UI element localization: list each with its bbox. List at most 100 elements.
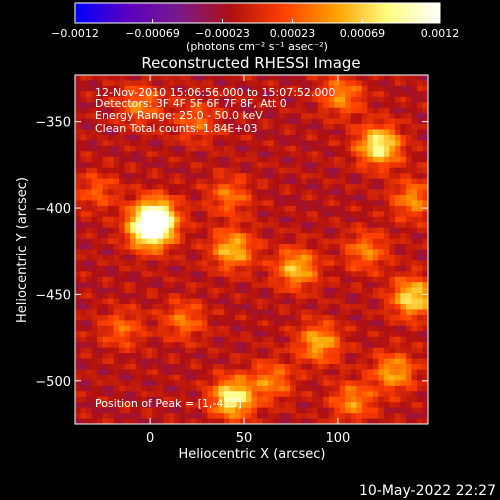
heatmap-cell — [141, 211, 148, 218]
heatmap-cell — [345, 314, 352, 321]
heatmap-cell — [108, 145, 115, 152]
heatmap-cell — [251, 254, 258, 262]
heatmap-cell — [378, 244, 385, 251]
heatmap-cell — [124, 145, 131, 152]
heatmap-cell — [378, 249, 385, 256]
heatmap-cell — [416, 402, 424, 409]
heatmap-cell — [400, 314, 407, 321]
heatmap-cell — [119, 391, 126, 398]
heatmap-cell — [284, 140, 291, 147]
heatmap-cell — [135, 80, 142, 87]
heatmap-cell — [152, 309, 159, 316]
heatmap-cell — [113, 402, 120, 409]
heatmap-cell — [356, 407, 363, 414]
heatmap-cell — [234, 325, 242, 332]
heatmap-cell — [400, 178, 407, 185]
heatmap-cell — [317, 364, 324, 371]
heatmap-cell — [141, 205, 148, 212]
heatmap-cell — [383, 102, 390, 109]
heatmap-cell — [378, 151, 385, 158]
heatmap-cell — [201, 194, 208, 202]
heatmap-cell — [251, 129, 258, 136]
heatmap-cell — [323, 282, 330, 289]
heatmap-cell — [383, 227, 390, 234]
heatmap-cell — [130, 211, 137, 218]
heatmap-cell — [339, 227, 346, 234]
heatmap-cell — [152, 244, 159, 251]
heatmap-cell — [334, 304, 341, 311]
colorbar-unit-label: (photons cm⁻² s⁻¹ asec⁻²) — [186, 40, 328, 53]
heatmap-cell — [130, 167, 137, 174]
heatmap-cell — [80, 129, 87, 136]
heatmap-cell — [190, 353, 197, 360]
heatmap-cell — [80, 265, 87, 272]
heatmap-cell — [284, 380, 291, 387]
heatmap-cell — [350, 227, 357, 234]
heatmap-cell — [372, 200, 379, 207]
heatmap-cell — [207, 402, 214, 409]
heatmap-cell — [97, 85, 104, 92]
heatmap-cell — [86, 254, 93, 262]
heatmap-cell — [124, 309, 131, 316]
heatmap-cell — [135, 402, 142, 409]
heatmap-cell — [113, 134, 120, 142]
heatmap-cell — [113, 194, 120, 202]
heatmap-cell — [328, 314, 335, 321]
heatmap-cell — [157, 407, 164, 414]
heatmap-cell — [102, 287, 109, 294]
heatmap-cell — [405, 276, 413, 283]
heatmap-cell — [284, 260, 291, 267]
heatmap-cell — [240, 369, 247, 376]
heatmap-cell — [179, 413, 186, 420]
heatmap-cell — [367, 396, 374, 403]
heatmap-cell — [317, 402, 324, 409]
heatmap-cell — [240, 194, 247, 202]
heatmap-cell — [168, 102, 175, 109]
heatmap-cell — [312, 391, 319, 398]
heatmap-cell — [113, 293, 120, 300]
heatmap-cell — [295, 254, 302, 262]
heatmap-cell — [312, 293, 319, 300]
heatmap-cell — [323, 118, 330, 125]
heatmap-cell — [334, 113, 341, 120]
heatmap-cell — [372, 358, 379, 365]
heatmap-cell — [212, 407, 220, 414]
heatmap-cell — [394, 162, 402, 169]
heatmap-cell — [75, 194, 82, 202]
heatmap-cell — [273, 418, 280, 424]
heatmap-cell — [207, 107, 214, 114]
heatmap-cell — [135, 287, 142, 294]
heatmap-cell — [361, 118, 368, 125]
heatmap-cell — [389, 314, 396, 321]
heatmap-cell — [163, 91, 170, 98]
heatmap-cell — [317, 211, 324, 218]
heatmap-cell — [119, 358, 126, 365]
annotation-total-counts: Clean Total counts: 1.84E+03 — [95, 122, 258, 135]
heatmap-cell — [218, 347, 225, 354]
heatmap-cell — [290, 293, 297, 300]
annotation-energy-range: Energy Range: 25.0 - 50.0 keV — [95, 109, 263, 122]
heatmap-cell — [301, 309, 308, 316]
heatmap-cell — [323, 80, 330, 87]
heatmap-cell — [196, 205, 203, 212]
heatmap-cell — [86, 189, 93, 196]
heatmap-cell — [262, 260, 269, 267]
heatmap-cell — [223, 173, 231, 180]
heatmap-cell — [91, 189, 98, 196]
heatmap-cell — [97, 118, 104, 125]
heatmap-cell — [345, 298, 352, 305]
heatmap-cell — [361, 75, 368, 82]
heatmap-cell — [157, 75, 164, 82]
heatmap-cell — [113, 244, 120, 251]
heatmap-cell — [196, 265, 203, 272]
heatmap-cell — [212, 314, 220, 321]
heatmap-cell — [361, 374, 368, 381]
heatmap-cell — [422, 391, 428, 398]
heatmap-cell — [262, 364, 269, 371]
heatmap-cell — [163, 124, 170, 131]
heatmap-cell — [290, 396, 297, 403]
heatmap-cell — [130, 173, 137, 180]
heatmap-cell — [218, 216, 225, 223]
heatmap-cell — [411, 102, 418, 109]
heatmap-cell — [146, 407, 153, 414]
